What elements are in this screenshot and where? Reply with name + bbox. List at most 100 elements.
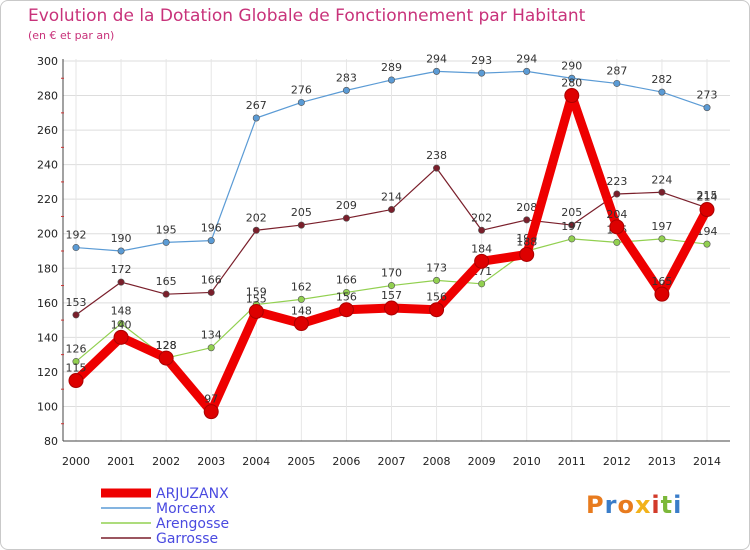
data-label: 294 (426, 52, 447, 65)
data-label: 156 (336, 291, 357, 304)
y-tick-label: 200 (37, 228, 58, 241)
data-point (162, 290, 170, 298)
data-label: 205 (291, 206, 312, 219)
data-point (478, 280, 486, 288)
y-tick-label: 220 (37, 193, 58, 206)
data-point (342, 86, 350, 94)
data-point (162, 238, 170, 246)
y-tick-label: 80 (44, 435, 58, 448)
data-label: 162 (291, 280, 312, 293)
y-tick-label: 300 (37, 55, 58, 68)
data-label: 214 (697, 191, 718, 204)
data-point (658, 188, 666, 196)
data-point (387, 76, 395, 84)
data-label: 293 (471, 54, 492, 67)
data-point (387, 282, 395, 290)
data-label: 238 (426, 149, 447, 162)
data-point (568, 74, 576, 82)
data-label: 173 (426, 261, 447, 274)
data-point (433, 164, 441, 172)
data-label: 115 (66, 362, 87, 375)
y-tick-label: 260 (37, 124, 58, 137)
data-point (433, 276, 441, 284)
x-tick-label: 2009 (468, 455, 496, 468)
data-point (703, 104, 711, 112)
data-point (658, 235, 666, 243)
data-label: 204 (606, 208, 627, 221)
data-label: 128 (156, 339, 177, 352)
data-label: 208 (516, 201, 537, 214)
series-garrosse: 153 172 165 166 202 205 209 214 238 202 208 205 223 2… (66, 149, 718, 319)
data-point (384, 300, 399, 316)
data-label: 197 (561, 220, 582, 233)
data-point (297, 295, 305, 303)
data-point (203, 404, 219, 420)
data-point (519, 246, 535, 262)
series-arjuzanx: 115 140 128 97 155 148 156 157 156 184 188 280 204 16… (66, 77, 718, 420)
data-point (613, 238, 621, 246)
plot-area (63, 59, 730, 441)
data-point (72, 311, 80, 319)
data-point (654, 286, 670, 302)
data-label: 202 (471, 211, 492, 224)
data-point (293, 316, 309, 332)
data-label: 283 (336, 71, 357, 84)
x-tick-label: 2004 (242, 455, 270, 468)
data-label: 280 (561, 77, 582, 90)
x-tick-label: 2013 (648, 455, 676, 468)
legend-item: Arengosse (156, 516, 229, 532)
data-point (474, 253, 490, 269)
data-point (297, 221, 305, 229)
data-point (252, 226, 260, 234)
data-point (158, 350, 174, 366)
data-point (568, 221, 576, 229)
data-point (252, 114, 260, 122)
data-label: 134 (201, 329, 222, 342)
chart-subtitle: (en € et par an) (28, 29, 115, 42)
data-label: 287 (606, 64, 627, 77)
x-tick-label: 2010 (513, 455, 541, 468)
y-tick-label: 240 (37, 159, 58, 172)
data-point (297, 98, 305, 106)
data-point (613, 190, 621, 198)
proxiti-logo: Proxiti (586, 491, 683, 519)
data-label: 267 (246, 99, 267, 112)
data-label: 166 (336, 273, 357, 286)
x-tick-label: 2001 (107, 455, 135, 468)
data-label: 282 (651, 73, 672, 86)
x-tick-label: 2008 (423, 455, 451, 468)
data-label: 195 (156, 223, 177, 236)
data-point (478, 226, 486, 234)
data-label: 214 (381, 191, 402, 204)
data-point (342, 214, 350, 222)
legend-item: ARJUZANX (156, 486, 229, 502)
x-tick-label: 2014 (693, 455, 721, 468)
data-point (699, 202, 715, 218)
data-point (207, 288, 215, 296)
data-label: 153 (66, 296, 87, 309)
data-label: 148 (111, 305, 132, 318)
data-label: 159 (246, 286, 267, 299)
data-label: 97 (204, 393, 218, 406)
data-label: 165 (156, 275, 177, 288)
data-point (338, 302, 354, 318)
data-label: 126 (66, 343, 87, 356)
data-point (207, 237, 215, 245)
data-label: 190 (111, 232, 132, 245)
data-point (568, 235, 576, 243)
data-label: 224 (651, 173, 672, 186)
data-label: 157 (381, 289, 402, 302)
data-label: 197 (651, 220, 672, 233)
chart-title: Evolution de la Dotation Globale de Fonc… (28, 6, 586, 26)
data-point (478, 69, 486, 77)
x-tick-label: 2011 (558, 455, 586, 468)
x-tick-label: 2000 (62, 455, 90, 468)
data-label: 196 (201, 222, 222, 235)
legend-item: Morcenx (156, 501, 216, 517)
data-point (433, 67, 441, 75)
data-label: 188 (516, 235, 537, 248)
data-label: 184 (471, 242, 492, 255)
